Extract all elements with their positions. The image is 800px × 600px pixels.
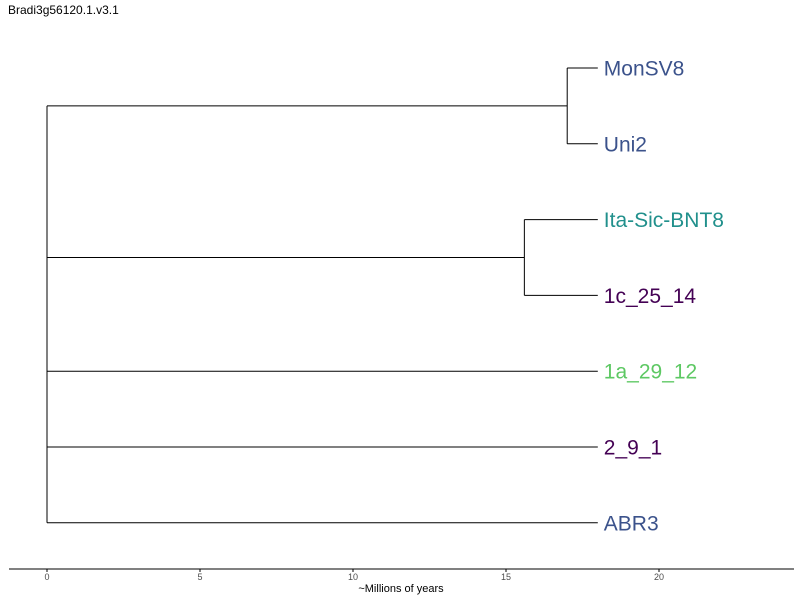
leaf-label-MonSV8: MonSV8 — [604, 58, 685, 81]
leaf-label-1a_29_12: 1a_29_12 — [604, 361, 697, 384]
chart-title: Bradi3g56120.1.v3.1 — [8, 3, 119, 17]
leaf-label-ABR3: ABR3 — [604, 512, 659, 535]
x-axis-label: ~Millions of years — [358, 583, 444, 595]
leaf-label-2_9_1: 2_9_1 — [604, 437, 662, 460]
x-tick-label-5: 5 — [197, 572, 202, 582]
leaf-label-1c_25_14: 1c_25_14 — [604, 285, 697, 308]
x-tick-label-15: 15 — [501, 572, 511, 582]
x-tick-label-10: 10 — [348, 572, 358, 582]
x-tick-label-0: 0 — [44, 572, 49, 582]
leaf-label-Ita-Sic-BNT8: Ita-Sic-BNT8 — [604, 209, 724, 232]
leaf-label-Uni2: Uni2 — [604, 133, 647, 156]
x-tick-label-20: 20 — [654, 572, 664, 582]
